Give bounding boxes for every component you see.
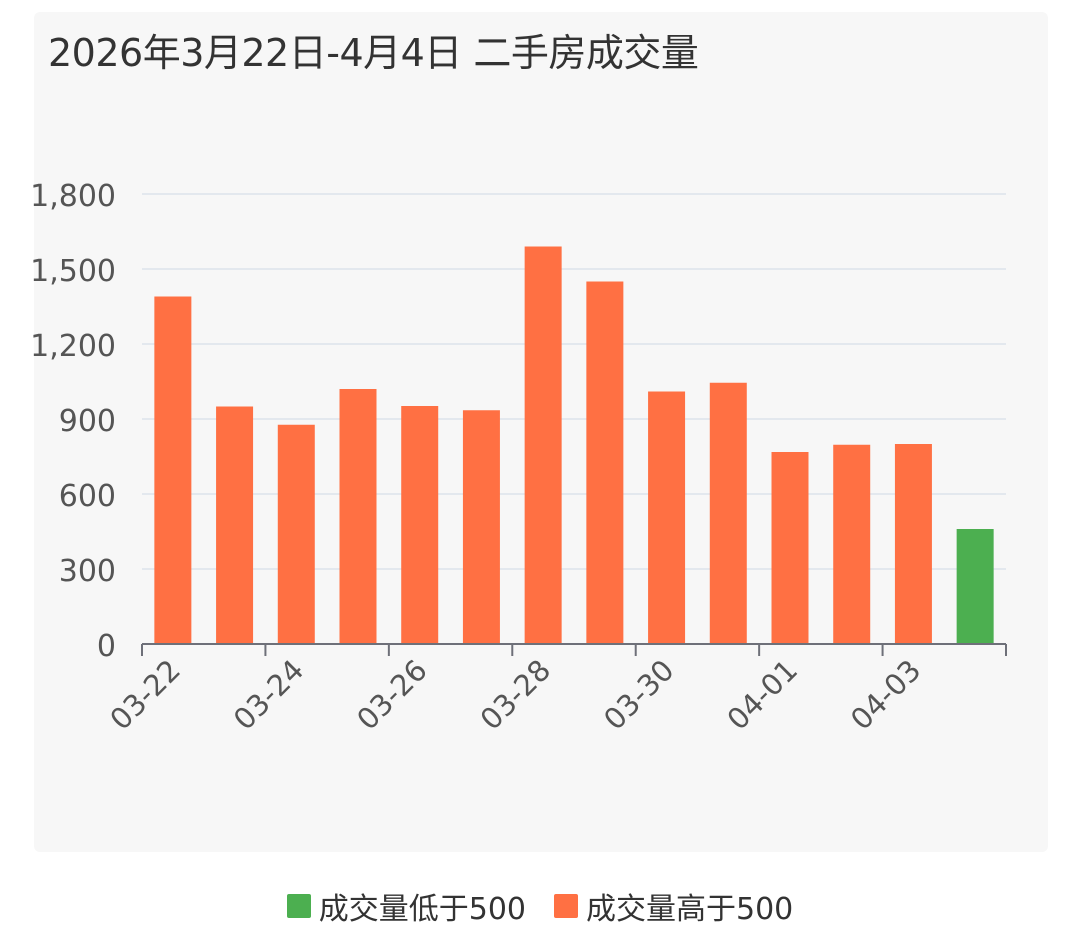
x-tick-label: 03-26 bbox=[350, 653, 434, 737]
x-tick-label: 04-03 bbox=[844, 653, 928, 737]
bar-04-01 bbox=[771, 452, 809, 644]
legend-swatch-low bbox=[286, 894, 311, 918]
bar-03-23 bbox=[216, 406, 254, 644]
x-tick-label: 03-22 bbox=[103, 653, 187, 737]
y-tick-label: 0 bbox=[97, 629, 116, 664]
bar-chart: 0 300 600 900 1,200 1,500 1,800 03-22 03-24 03-26… bbox=[30, 179, 1007, 737]
y-tick-label: 1,500 bbox=[30, 254, 116, 289]
y-tick-label: 1,800 bbox=[30, 179, 116, 214]
bar-03-24 bbox=[277, 424, 315, 644]
bar-03-27 bbox=[462, 410, 500, 644]
y-tick-label: 300 bbox=[59, 554, 116, 589]
legend-label-high: 成交量高于500 bbox=[586, 892, 794, 927]
bar-03-29 bbox=[586, 281, 624, 644]
legend: 成交量低于500 成交量高于500 bbox=[0, 884, 1080, 928]
x-tick-label: 04-01 bbox=[720, 653, 804, 737]
bar-03-26 bbox=[401, 406, 439, 644]
bar-03-25 bbox=[339, 389, 377, 644]
y-tick-label: 1,200 bbox=[30, 329, 116, 364]
chart-title: 2026年3月22日-4月4日 二手房成交量 bbox=[48, 31, 699, 75]
y-tick-label: 600 bbox=[59, 479, 116, 514]
bar-04-02 bbox=[833, 444, 871, 644]
bar-03-31 bbox=[709, 382, 747, 644]
legend-item-low[interactable]: 成交量低于500 bbox=[286, 884, 526, 928]
legend-label-low: 成交量低于500 bbox=[318, 892, 526, 927]
x-tick-label: 03-24 bbox=[227, 653, 311, 737]
y-tick-label: 900 bbox=[59, 404, 116, 439]
bar-04-04 bbox=[956, 529, 994, 644]
bar-03-30 bbox=[648, 391, 686, 644]
bar-03-22 bbox=[154, 296, 192, 644]
x-tick-label: 03-28 bbox=[474, 653, 558, 737]
legend-swatch-high bbox=[554, 894, 578, 918]
bar-03-28 bbox=[524, 246, 562, 644]
legend-item-high[interactable]: 成交量高于500 bbox=[554, 884, 793, 928]
bar-04-03 bbox=[894, 444, 932, 644]
x-tick-label: 03-30 bbox=[597, 653, 681, 737]
